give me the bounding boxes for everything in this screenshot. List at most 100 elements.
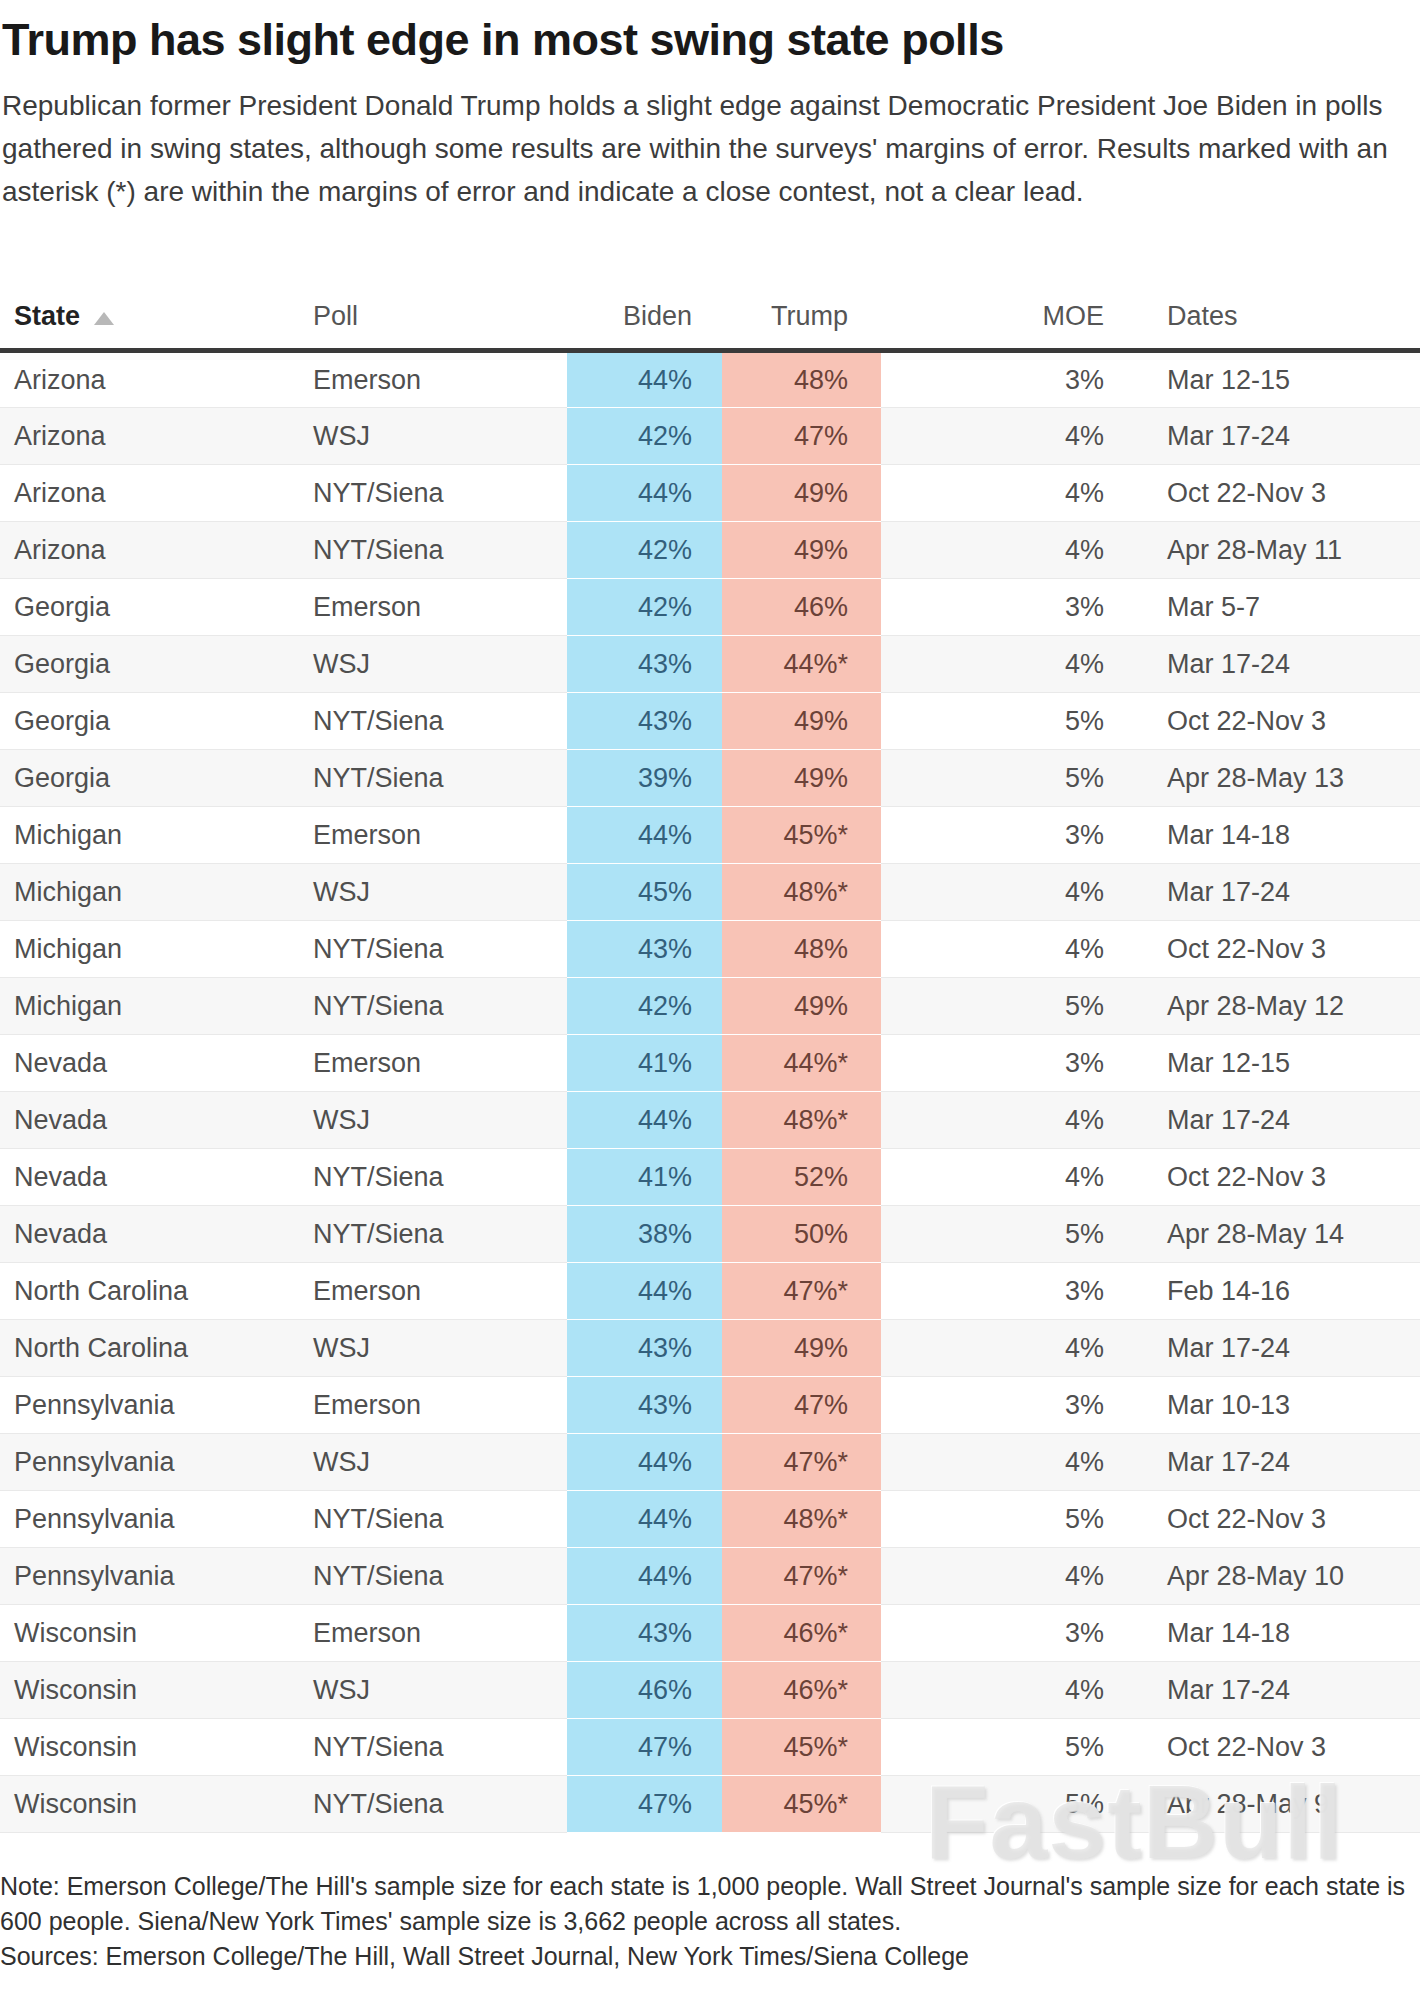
table-row: NevadaNYT/Siena41%52%4%Oct 22-Nov 3 [0,1149,1420,1206]
cell-poll: NYT/Siena [299,1491,567,1548]
cell-trump: 48%* [722,864,881,921]
table-row: GeorgiaNYT/Siena39%49%5%Apr 28-May 13 [0,750,1420,807]
cell-poll: NYT/Siena [299,921,567,978]
poll-table-graphic: Trump has slight edge in most swing stat… [0,14,1420,1998]
cell-state: Georgia [0,750,299,807]
table-body: ArizonaEmerson44%48%3%Mar 12-15Arizona WS… [0,351,1420,1833]
cell-moe: 4% [881,465,1119,522]
cell-moe: 4% [881,408,1119,465]
cell-state: Arizona [0,351,299,408]
cell-trump: 46% [722,579,881,636]
cell-poll: Emerson [299,807,567,864]
cell-poll: WSJ [299,636,567,693]
cell-poll: Emerson [299,1263,567,1320]
cell-state: Arizona [0,408,299,465]
cell-moe: 5% [881,1776,1119,1833]
cell-dates: Oct 22-Nov 3 [1119,465,1420,522]
cell-moe: 5% [881,978,1119,1035]
table-row: North CarolinaWSJ43%49%4%Mar 17-24 [0,1320,1420,1377]
cell-trump: 45%* [722,1776,881,1833]
cell-poll: NYT/Siena [299,1548,567,1605]
table-row: GeorgiaNYT/Siena43%49%5%Oct 22-Nov 3 [0,693,1420,750]
table-row: ArizonaNYT/Siena44%49%4%Oct 22-Nov 3 [0,465,1420,522]
cell-state: Michigan [0,807,299,864]
sources-line: Sources: Emerson College/The Hill, Wall … [0,1941,1420,1971]
cell-dates: Mar 17-24 [1119,1320,1420,1377]
cell-biden: 43% [567,1605,722,1662]
table-row: NevadaWSJ44%48%*4%Mar 17-24 [0,1092,1420,1149]
cell-dates: Mar 14-18 [1119,1605,1420,1662]
cell-dates: Mar 17-24 [1119,1092,1420,1149]
cell-dates: Mar 17-24 [1119,1662,1420,1719]
table-row: ArizonaEmerson44%48%3%Mar 12-15 [0,351,1420,408]
cell-poll: Emerson [299,1035,567,1092]
cell-state: Georgia [0,693,299,750]
table-row: ArizonaNYT/Siena42%49%4%Apr 28-May 11 [0,522,1420,579]
cell-trump: 49% [722,978,881,1035]
cell-poll: Emerson [299,1377,567,1434]
table-row: GeorgiaWSJ43%44%*4%Mar 17-24 [0,636,1420,693]
cell-state: Pennsylvania [0,1548,299,1605]
cell-poll: WSJ [299,864,567,921]
cell-moe: 4% [881,1320,1119,1377]
cell-biden: 43% [567,636,722,693]
cell-poll: NYT/Siena [299,522,567,579]
cell-poll: Emerson [299,1605,567,1662]
cell-dates: Oct 22-Nov 3 [1119,921,1420,978]
table-row: PennsylvaniaEmerson43%47%3%Mar 10-13 [0,1377,1420,1434]
cell-biden: 43% [567,1320,722,1377]
cell-biden: 43% [567,693,722,750]
cell-dates: Oct 22-Nov 3 [1119,1491,1420,1548]
column-header-state[interactable]: State [0,255,299,351]
cell-state: Nevada [0,1092,299,1149]
cell-poll: WSJ [299,1434,567,1491]
cell-moe: 4% [881,921,1119,978]
cell-trump: 46%* [722,1662,881,1719]
cell-poll: NYT/Siena [299,465,567,522]
cell-trump: 49% [722,465,881,522]
cell-moe: 4% [881,864,1119,921]
cell-state: Pennsylvania [0,1434,299,1491]
cell-state: Nevada [0,1149,299,1206]
column-header-biden[interactable]: Biden [567,255,722,351]
cell-dates: Apr 28-May 14 [1119,1206,1420,1263]
table-row: North CarolinaEmerson44%47%*3%Feb 14-16 [0,1263,1420,1320]
cell-trump: 48% [722,921,881,978]
cell-biden: 41% [567,1035,722,1092]
column-header-state-label: State [14,301,80,331]
table-row: WisconsinEmerson43%46%*3%Mar 14-18 [0,1605,1420,1662]
cell-trump: 48%* [722,1491,881,1548]
cell-poll: NYT/Siena [299,693,567,750]
cell-trump: 47% [722,1377,881,1434]
column-header-trump[interactable]: Trump [722,255,881,351]
column-header-poll[interactable]: Poll [299,255,567,351]
column-header-dates[interactable]: Dates [1119,255,1420,351]
cell-biden: 46% [567,1662,722,1719]
cell-trump: 44%* [722,636,881,693]
cell-state: North Carolina [0,1320,299,1377]
cell-dates: Mar 17-24 [1119,864,1420,921]
cell-dates: Mar 17-24 [1119,408,1420,465]
cell-poll: NYT/Siena [299,750,567,807]
cell-poll: Emerson [299,579,567,636]
cell-moe: 3% [881,1035,1119,1092]
cell-trump: 48% [722,351,881,408]
cell-state: Michigan [0,978,299,1035]
cell-biden: 42% [567,978,722,1035]
column-header-moe[interactable]: MOE [881,255,1119,351]
cell-trump: 47% [722,408,881,465]
table-header-row: State Poll Biden Trump MOE Dates [0,255,1420,351]
cell-state: Georgia [0,579,299,636]
cell-poll: WSJ [299,1320,567,1377]
cell-biden: 44% [567,351,722,408]
cell-state: Pennsylvania [0,1491,299,1548]
cell-dates: Apr 28-May 12 [1119,978,1420,1035]
subtitle: Republican former President Donald Trump… [2,84,1416,213]
table-row: MichiganNYT/Siena43%48%4%Oct 22-Nov 3 [0,921,1420,978]
sort-ascending-icon [94,312,114,325]
cell-trump: 47%* [722,1434,881,1491]
cell-poll: WSJ [299,1662,567,1719]
cell-biden: 44% [567,807,722,864]
cell-moe: 3% [881,1263,1119,1320]
footnote: Note: Emerson College/The Hill's sample … [0,1869,1420,1939]
